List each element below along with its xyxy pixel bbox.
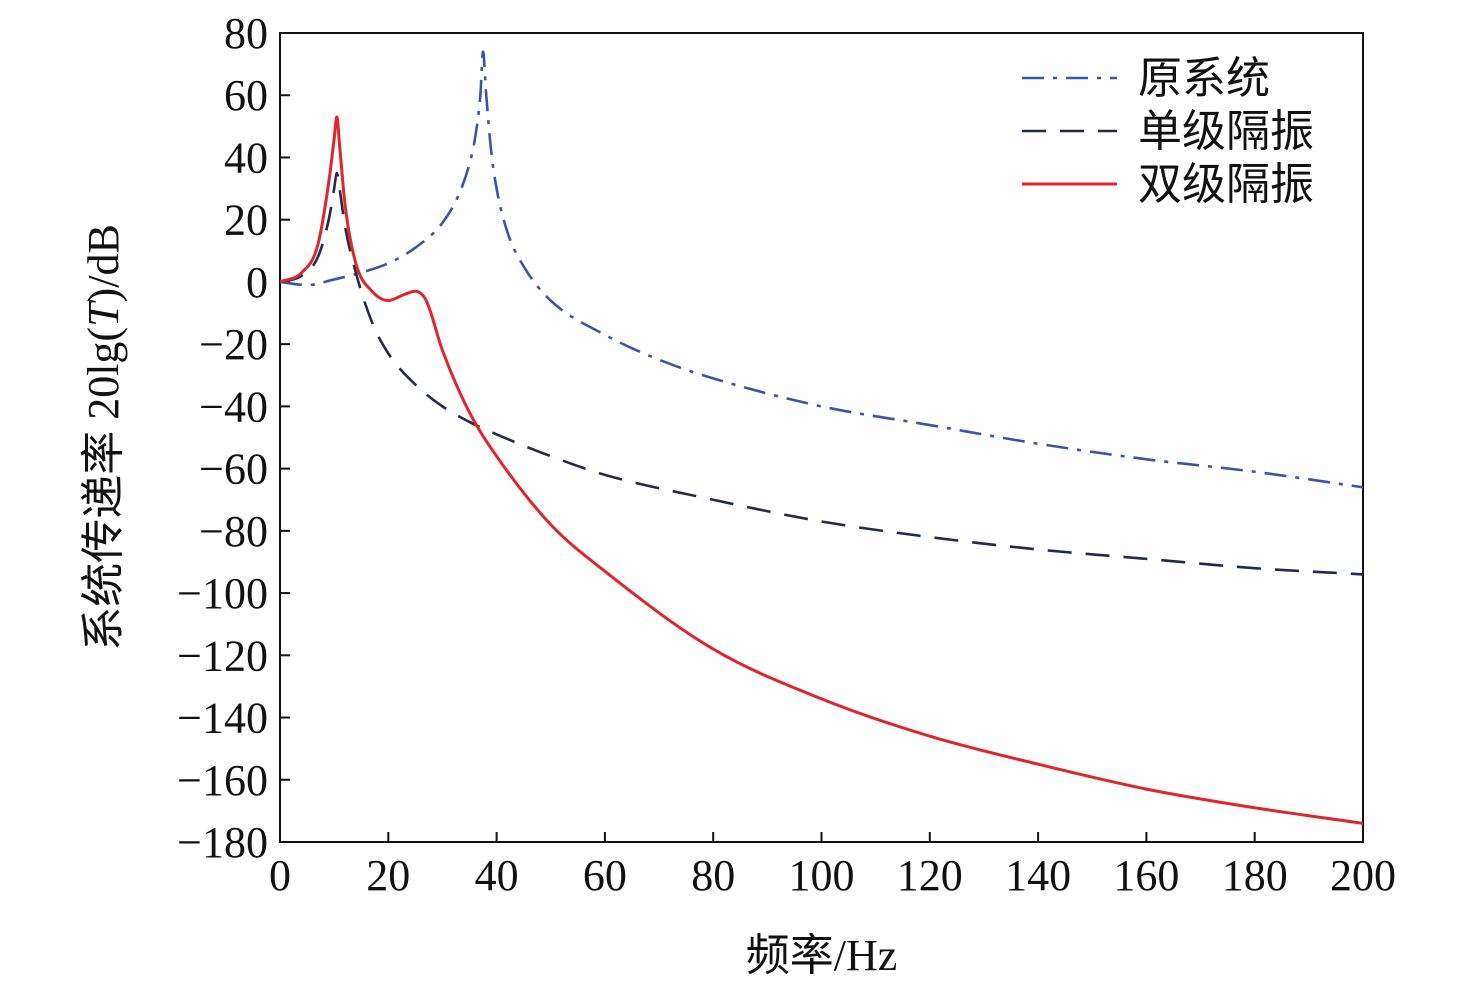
y-tick-label: 20: [224, 196, 268, 245]
x-axis-label: 频率/Hz: [746, 931, 898, 980]
y-tick-label: −80: [199, 507, 268, 556]
y-tick-label: −180: [177, 818, 268, 867]
y-tick-label: 0: [246, 258, 268, 307]
y-tick-label: −100: [177, 569, 268, 618]
y-axis-label-suffix: )/dB: [79, 224, 128, 302]
x-tick-label: 60: [583, 851, 627, 900]
x-tick-label: 160: [1113, 851, 1179, 900]
y-tick-label: −20: [199, 320, 268, 369]
series-line-2: [280, 171, 1363, 576]
series-line-3: [280, 115, 1363, 825]
series-layer: [280, 50, 1363, 825]
y-axis-label: 系统传递率 20lg(T)/dB: [79, 224, 128, 651]
y-tick-label: −120: [177, 631, 268, 680]
x-tick-label: 200: [1330, 851, 1396, 900]
series-line-1: [280, 50, 1363, 489]
y-tick-label: −40: [199, 382, 268, 431]
legend-label-2: 单级隔振: [1138, 107, 1314, 156]
y-tick-label: −140: [177, 694, 268, 743]
x-tick-label: 120: [897, 851, 963, 900]
y-axis-label-prefix: 系统传递率 20lg(: [79, 327, 128, 651]
y-axis: 80 60 40 20 0 −20 −40 −60 −80 −100 −120 −140 −160 −18…: [177, 9, 290, 867]
y-axis-label-symbol: T: [79, 299, 128, 327]
legend-label-1: 原系统: [1138, 54, 1270, 103]
x-tick-label: 0: [269, 851, 291, 900]
legend-label-3: 双级隔振: [1138, 160, 1314, 209]
x-tick-label: 20: [366, 851, 410, 900]
x-tick-label: 140: [1005, 851, 1071, 900]
y-tick-label: 60: [224, 71, 268, 120]
y-tick-label: 40: [224, 133, 268, 182]
y-tick-label: −160: [177, 756, 268, 805]
x-tick-label: 100: [789, 851, 855, 900]
x-axis: 0 20 40 60 80 100 120 140 160 180 200: [269, 832, 1396, 900]
x-tick-label: 80: [691, 851, 735, 900]
x-tick-label: 180: [1222, 851, 1288, 900]
x-tick-label: 40: [475, 851, 519, 900]
y-tick-label: 80: [224, 9, 268, 58]
y-tick-label: −60: [199, 445, 268, 494]
